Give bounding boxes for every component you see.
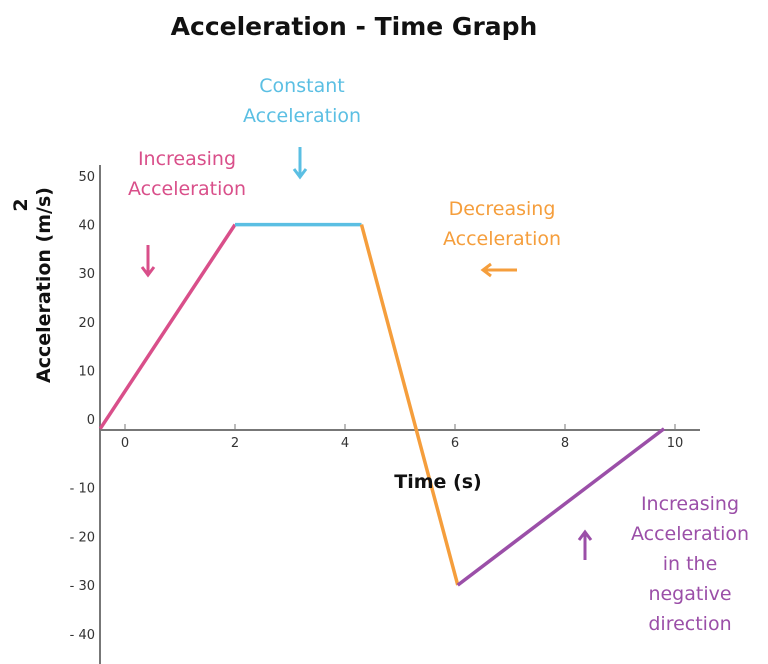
y-tick-label: 20 <box>78 316 95 331</box>
annotation-text: Acceleration <box>443 228 561 250</box>
annotation-text: in the <box>663 553 718 575</box>
annotation-text: Acceleration <box>631 523 749 545</box>
y-tick-label: - 20 <box>70 530 95 545</box>
annotation-text: Constant <box>259 75 344 97</box>
arrow-up-icon <box>577 529 593 560</box>
annotation-text: negative <box>648 583 731 605</box>
annotation-text: Increasing <box>641 493 739 515</box>
chart-title: Acceleration - Time Graph <box>171 12 538 41</box>
annotation-text: Acceleration <box>128 178 246 200</box>
y-tick-label: 10 <box>78 364 95 379</box>
x-tick-label: 8 <box>561 436 569 451</box>
arrow-left-icon <box>480 262 517 278</box>
y-tick-label: 50 <box>78 170 95 185</box>
x-tick-label: 4 <box>341 436 349 451</box>
y-axis-label: Acceleration (m/s) <box>33 187 55 383</box>
y-tick-label: 30 <box>78 267 95 282</box>
annotation-text: direction <box>648 613 731 635</box>
arrow-down-icon <box>140 245 156 278</box>
arrow-down-icon <box>292 147 308 180</box>
y-tick-label: 0 <box>87 413 95 428</box>
y-tick-label: - 40 <box>70 628 95 643</box>
y-tick-label: - 30 <box>70 579 95 594</box>
annotation-text: Increasing <box>138 148 236 170</box>
series-line-0 <box>98 223 237 430</box>
x-axis-label: Time (s) <box>394 471 481 493</box>
x-tick-label: 10 <box>667 436 684 451</box>
annotation-text: Acceleration <box>243 105 361 127</box>
x-tick-label: 2 <box>231 436 239 451</box>
series-line-2 <box>359 224 460 586</box>
x-tick-label: 6 <box>451 436 459 451</box>
y-axis-label-superscript: 2 <box>10 198 32 211</box>
annotation-text: Decreasing <box>449 198 556 220</box>
x-tick-label: 0 <box>121 436 129 451</box>
y-tick-label: 40 <box>78 219 95 234</box>
series-line-3 <box>456 427 666 587</box>
y-tick-label: - 10 <box>70 482 95 497</box>
